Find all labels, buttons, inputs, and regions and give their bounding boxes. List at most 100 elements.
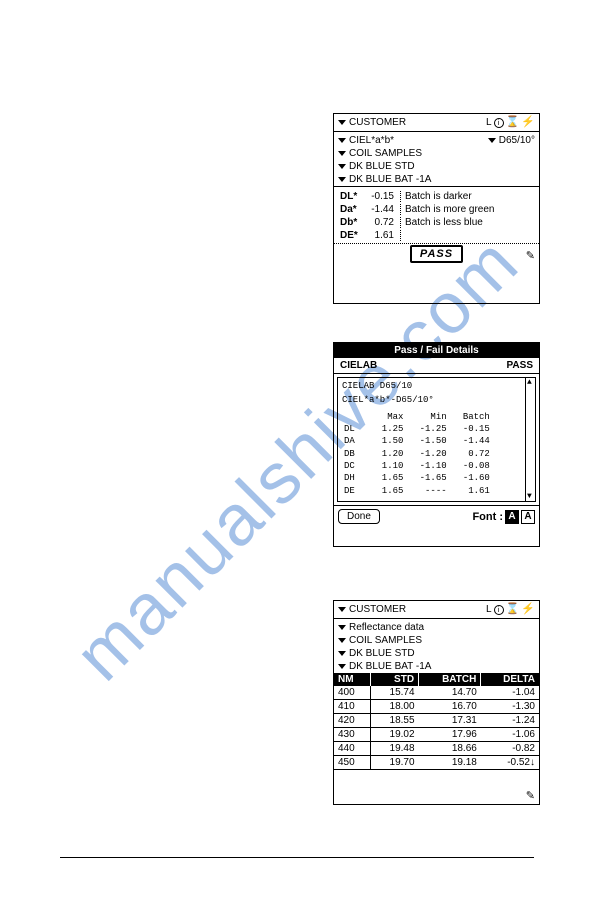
status-L: L	[486, 117, 492, 128]
table-cell: 14.70	[419, 686, 481, 700]
passfail-row: DC 1.10 -1.10 -0.08	[344, 461, 517, 471]
subheader: CIELAB PASS	[334, 358, 539, 374]
cielab-desc: Batch is less blue	[400, 217, 535, 228]
bolt-icon: ⚡	[521, 117, 535, 128]
illuminant-dropdown[interactable]: D65/10°	[488, 135, 535, 146]
cielab-label: Da*	[340, 204, 366, 215]
dropdown-colorspace[interactable]: CIEL*a*b* D65/10°	[338, 134, 535, 147]
passfail-row: DL 1.25 -1.25 -0.15	[344, 424, 517, 434]
passfail-row: DA 1.50 -1.50 -1.44	[344, 436, 517, 446]
scrollbar[interactable]	[525, 378, 535, 501]
row-label: DK BLUE BAT -1A	[349, 174, 431, 185]
row-label: CIEL*a*b*	[349, 135, 394, 146]
font-selector[interactable]: Font : A A	[472, 510, 535, 524]
table-cell: 18.00	[370, 700, 418, 714]
result-row: PASS ✎	[334, 244, 539, 264]
table-cell: 18.66	[419, 742, 481, 756]
table-header: BATCH	[419, 673, 481, 686]
font-label: Font :	[472, 511, 503, 523]
sub-right: PASS	[507, 360, 534, 371]
cielab-results: DL*-0.15Batch is darker Da*-1.44Batch is …	[334, 187, 539, 244]
font-large-icon[interactable]: A	[505, 510, 519, 524]
cielab-desc: Batch is darker	[400, 191, 535, 202]
chevron-down-icon	[338, 138, 346, 143]
cielab-value: 0.72	[366, 217, 400, 228]
hourglass-icon: ⌛	[506, 117, 520, 128]
details-box: CIELAB D65/10 CIEL*a*b*-D65/10° Max Min …	[337, 377, 536, 502]
cielab-desc	[400, 230, 535, 241]
dropdown-std[interactable]: DK BLUE STD	[338, 160, 535, 173]
panel-passfail: Pass / Fail Details CIELAB PASS CIELAB D…	[333, 342, 540, 547]
dropdown-datatype[interactable]: Reflectance data	[338, 621, 535, 634]
info-icon[interactable]: i	[494, 605, 504, 615]
table-cell: 410	[334, 700, 370, 714]
done-button[interactable]: Done	[338, 509, 380, 524]
status-icons: L i ⌛ ⚡	[486, 604, 535, 615]
hourglass-icon: ⌛	[506, 604, 520, 615]
pass-badge: PASS	[410, 245, 463, 263]
chevron-down-icon	[338, 638, 346, 643]
row-label: COIL SAMPLES	[349, 148, 422, 159]
info-icon[interactable]: i	[494, 118, 504, 128]
title-label: CUSTOMER	[349, 117, 406, 128]
cielab-label: Db*	[340, 217, 366, 228]
font-small-icon[interactable]: A	[521, 510, 535, 524]
table-cell: 19.02	[370, 728, 418, 742]
cielab-value: -1.44	[366, 204, 400, 215]
table-header: DELTA	[481, 673, 539, 686]
table-cell: 16.70	[419, 700, 481, 714]
edit-icon[interactable]: ✎	[526, 249, 535, 262]
table-header: NM	[334, 673, 370, 686]
chevron-down-icon	[488, 138, 496, 143]
dropdown-samples[interactable]: COIL SAMPLES	[338, 147, 535, 160]
chevron-down-icon	[338, 625, 346, 630]
dropdown-batch[interactable]: DK BLUE BAT -1A	[338, 660, 535, 673]
chevron-down-icon	[338, 651, 346, 656]
titlebar: CUSTOMER L i ⌛ ⚡	[334, 114, 539, 132]
panel-reflectance: CUSTOMER L i ⌛ ⚡ Reflectance data COIL S…	[333, 600, 540, 805]
table-cell: 420	[334, 714, 370, 728]
table-cell: 19.18	[419, 756, 481, 770]
table-cell: 430	[334, 728, 370, 742]
cielab-label: DL*	[340, 191, 366, 202]
dropdown-batch[interactable]: DK BLUE BAT -1A	[338, 173, 535, 186]
chevron-down-icon	[338, 164, 346, 169]
titlebar: CUSTOMER L i ⌛ ⚡	[334, 601, 539, 619]
table-cell: 17.31	[419, 714, 481, 728]
title-label: CUSTOMER	[349, 604, 406, 615]
passfail-row: DE 1.65 ---- 1.61	[344, 486, 517, 496]
row-label: Reflectance data	[349, 622, 424, 633]
cielab-desc: Batch is more green	[400, 204, 535, 215]
panel-colordiff: CUSTOMER L i ⌛ ⚡ CIEL*a*b* D65/10° COIL S…	[333, 113, 540, 304]
table-cell: 440	[334, 742, 370, 756]
chevron-down-icon	[338, 177, 346, 182]
passfail-row: DH 1.65 -1.65 -1.60	[344, 473, 517, 483]
detail-line1: CIELAB D65/10	[342, 381, 531, 391]
dropdown-group: Reflectance data COIL SAMPLES DK BLUE ST…	[334, 619, 539, 673]
table-row: 43019.0217.96-1.06	[334, 728, 539, 742]
cielab-label: DE*	[340, 230, 366, 241]
table-cell: 15.74	[370, 686, 418, 700]
status-icons: L i ⌛ ⚡	[486, 117, 535, 128]
passfail-row: DB 1.20 -1.20 0.72	[344, 449, 517, 459]
header-bar: Pass / Fail Details	[334, 343, 539, 358]
sub-left: CIELAB	[340, 360, 377, 371]
table-cell: -1.04	[481, 686, 539, 700]
illum-label: D65/10°	[499, 135, 535, 146]
dropdown-std[interactable]: DK BLUE STD	[338, 647, 535, 660]
table-cell: 400	[334, 686, 370, 700]
cielab-value: 1.61	[366, 230, 400, 241]
table-cell: -0.82	[481, 742, 539, 756]
footer-divider	[60, 857, 534, 858]
status-L: L	[486, 604, 492, 615]
table-row: 42018.5517.31-1.24	[334, 714, 539, 728]
bottom-bar: Done Font : A A	[334, 505, 539, 527]
table-row: 44019.4818.66-0.82	[334, 742, 539, 756]
customer-dropdown[interactable]: CUSTOMER	[338, 604, 406, 615]
cielab-value: -0.15	[366, 191, 400, 202]
detail-line2: CIEL*a*b*-D65/10°	[342, 395, 531, 405]
dropdown-samples[interactable]: COIL SAMPLES	[338, 634, 535, 647]
edit-icon[interactable]: ✎	[526, 789, 535, 802]
customer-dropdown[interactable]: CUSTOMER	[338, 117, 406, 128]
page-container: CUSTOMER L i ⌛ ⚡ CIEL*a*b* D65/10° COIL S…	[0, 0, 594, 918]
